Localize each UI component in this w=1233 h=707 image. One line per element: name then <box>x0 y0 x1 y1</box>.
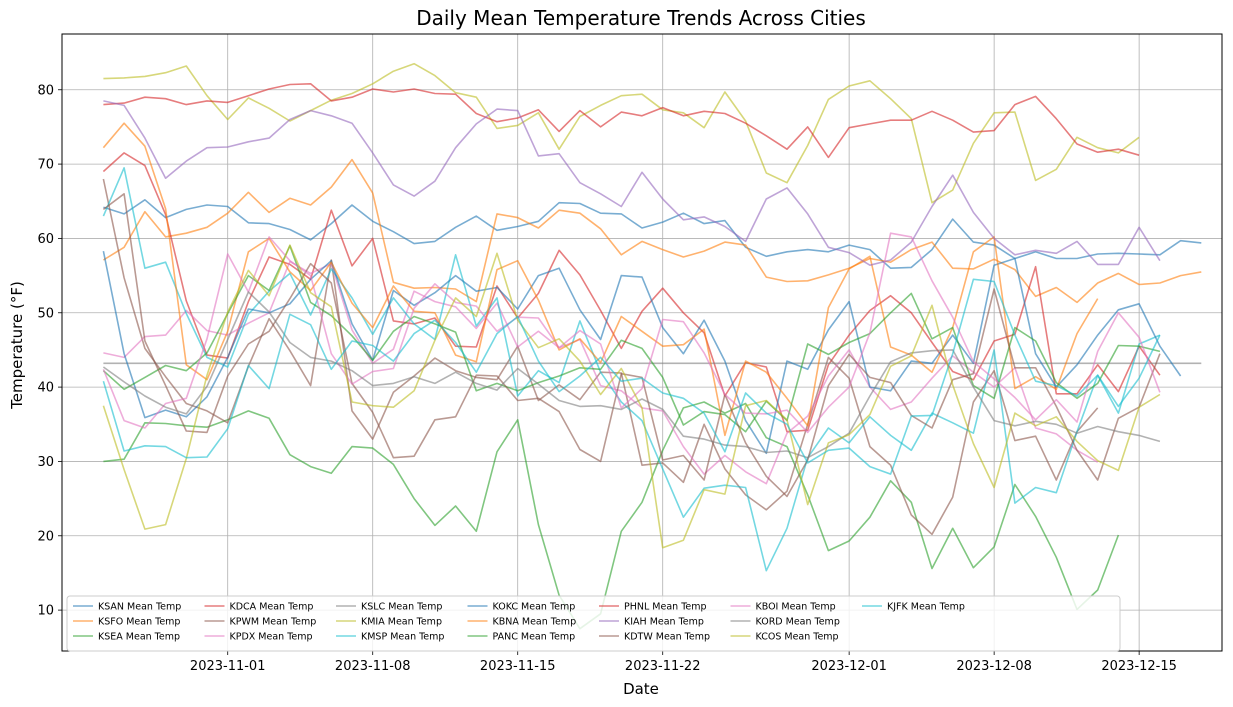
legend-label: KDCA Mean Temp <box>230 602 314 613</box>
y-tick-label: 70 <box>37 158 54 173</box>
legend-label: KBOI Mean Temp <box>756 602 836 613</box>
legend-label: KSAN Mean Temp <box>98 602 181 613</box>
legend-label: KOKC Mean Temp <box>493 602 576 613</box>
series-line-kcos-mean-temp <box>102 244 1161 549</box>
y-tick-label: 60 <box>37 232 54 247</box>
legend-label: KJFK Mean Temp <box>887 602 965 613</box>
legend-label: KCOS Mean Temp <box>756 632 839 643</box>
legend-label: KSFO Mean Temp <box>98 617 180 628</box>
series-lines <box>102 62 1202 630</box>
series-line-ksan-mean-temp <box>103 199 1202 270</box>
series-line-kmsp-mean-temp <box>102 167 1161 572</box>
series-line-ksfo-mean-temp <box>102 158 1202 304</box>
series-line-kjfk-mean-temp <box>102 278 1161 475</box>
series-line-panc-mean-temp <box>102 245 1161 433</box>
series-line-kdca-mean-temp <box>102 152 1161 433</box>
legend-label: PANC Mean Temp <box>493 632 576 643</box>
legend: KSAN Mean Temp KSFO Mean Temp KSEA Mean Te… <box>66 595 1121 652</box>
x-tick-label: 2023-12-15 <box>1101 659 1177 674</box>
series-line-phnl-mean-temp <box>103 83 1140 159</box>
axis-ticks: 2023-11-01 2023-11-08 2023-11-15 2023-11-22… <box>37 83 1176 674</box>
legend-label: KBNA Mean Temp <box>493 617 577 628</box>
series-line-kord-mean-temp <box>102 291 1161 459</box>
y-tick-label: 80 <box>37 83 54 98</box>
series-line-kdtw-mean-temp <box>102 193 1161 498</box>
legend-label: PHNL Mean Temp <box>624 602 707 613</box>
series-line-kboi-mean-temp <box>102 232 1161 434</box>
legend-label: KORD Mean Temp <box>756 617 840 628</box>
y-tick-label: 30 <box>37 455 54 470</box>
series-line-kokc-mean-temp <box>102 250 1182 455</box>
chart-title: Daily Mean Temperature Trends Across Cit… <box>416 6 866 30</box>
series-line-ksea-mean-temp <box>103 401 1120 630</box>
y-axis-label: Temperature (°F) <box>8 281 26 410</box>
legend-box <box>66 595 1121 652</box>
y-tick-label: 40 <box>37 381 54 396</box>
x-tick-label: 2023-11-08 <box>335 659 411 674</box>
legend-label: KSLC Mean Temp <box>361 602 442 613</box>
x-tick-label: 2023-11-01 <box>190 659 266 674</box>
legend-label: KPWM Mean Temp <box>230 617 317 628</box>
x-tick-label: 2023-11-22 <box>625 659 701 674</box>
legend-label: KDTW Mean Temp <box>624 632 710 643</box>
series-line-kiah-mean-temp <box>103 100 1161 267</box>
x-tick-label: 2023-11-15 <box>480 659 556 674</box>
y-tick-label: 20 <box>37 529 54 544</box>
legend-label: KIAH Mean Temp <box>624 617 704 628</box>
series-line-kmia-mean-temp <box>103 62 1140 204</box>
legend-label: KSEA Mean Temp <box>98 632 180 643</box>
y-tick-label: 50 <box>37 306 54 321</box>
y-tick-label: 10 <box>37 604 54 619</box>
x-tick-label: 2023-12-01 <box>811 659 887 674</box>
legend-label: KPDX Mean Temp <box>230 632 313 643</box>
legend-label: KMIA Mean Temp <box>361 617 442 628</box>
legend-label: KMSP Mean Temp <box>361 632 444 643</box>
x-tick-label: 2023-12-08 <box>956 659 1032 674</box>
x-axis-label: Date <box>623 680 659 698</box>
